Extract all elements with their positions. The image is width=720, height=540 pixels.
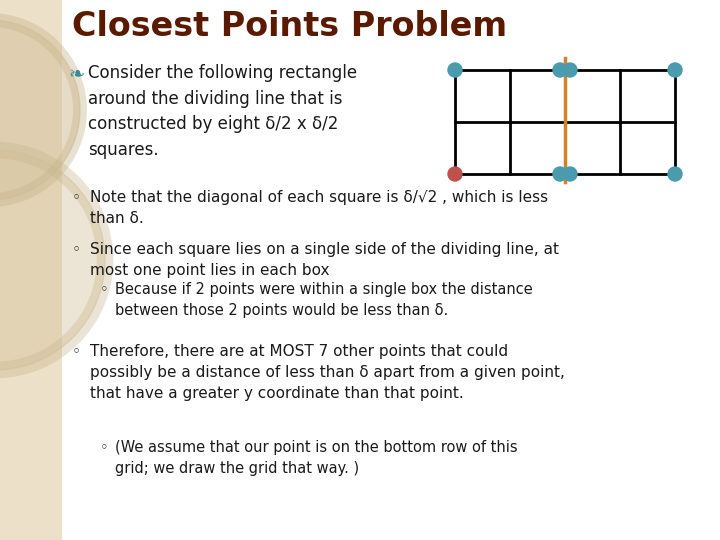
Circle shape xyxy=(563,63,577,77)
Circle shape xyxy=(553,167,567,181)
Circle shape xyxy=(448,167,462,181)
Circle shape xyxy=(563,167,577,181)
Bar xyxy=(0,0,62,540)
Circle shape xyxy=(448,63,462,77)
Text: ◦: ◦ xyxy=(72,344,81,359)
Text: ◦: ◦ xyxy=(100,282,109,297)
Text: ❧: ❧ xyxy=(68,65,84,84)
Circle shape xyxy=(0,20,80,200)
Text: Closest Points Problem: Closest Points Problem xyxy=(72,10,507,43)
Text: Since each square lies on a single side of the dividing line, at
most one point : Since each square lies on a single side … xyxy=(90,242,559,278)
Text: ◦: ◦ xyxy=(72,190,81,205)
Circle shape xyxy=(0,150,105,370)
Text: Note that the diagonal of each square is δ/√2 , which is less
than δ.: Note that the diagonal of each square is… xyxy=(90,190,548,226)
Text: Because if 2 points were within a single box the distance
between those 2 points: Because if 2 points were within a single… xyxy=(115,282,533,318)
Circle shape xyxy=(668,63,682,77)
Text: ◦: ◦ xyxy=(72,242,81,257)
Circle shape xyxy=(668,167,682,181)
Text: ◦: ◦ xyxy=(100,440,109,455)
Text: (We assume that our point is on the bottom row of this
grid; we draw the grid th: (We assume that our point is on the bott… xyxy=(115,440,518,476)
Text: Consider the following rectangle
around the dividing line that is
constructed by: Consider the following rectangle around … xyxy=(88,64,357,159)
Text: Therefore, there are at MOST 7 other points that could
possibly be a distance of: Therefore, there are at MOST 7 other poi… xyxy=(90,344,565,401)
Circle shape xyxy=(553,63,567,77)
